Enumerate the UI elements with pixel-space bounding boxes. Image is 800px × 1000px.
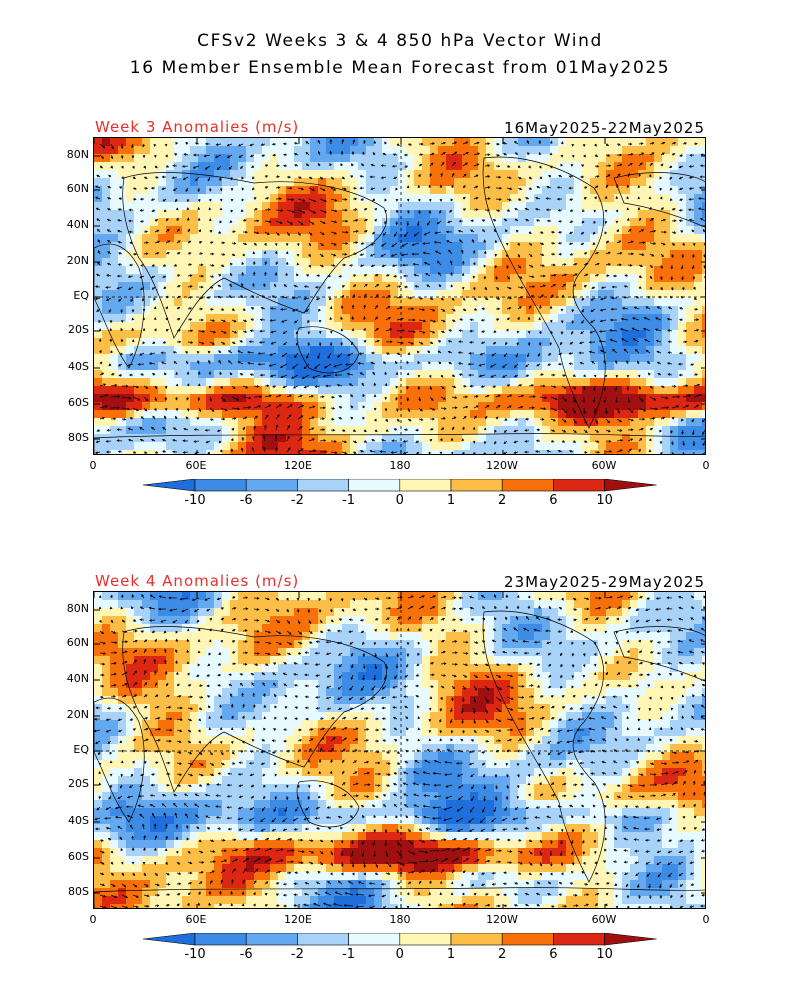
lat-tick-label: 80N [66, 602, 89, 615]
colorbar-segment [450, 479, 503, 492]
lon-tick-label: 60E [185, 913, 207, 926]
lat-tick-label: 40S [68, 360, 89, 373]
lon-tick-label: 180 [389, 459, 411, 472]
lon-tick-label: 60W [591, 913, 617, 926]
colorbar-segment [553, 933, 605, 946]
colorbar-segment [399, 933, 452, 946]
lat-tick-label: 20S [68, 777, 89, 790]
week3-date-range: 16May2025-22May2025 [504, 119, 705, 137]
anomaly-field [94, 592, 705, 908]
lat-tick-label: 60N [66, 636, 89, 649]
colorbar-label: -6 [239, 947, 253, 962]
week4-label: Week 4 Anomalies (m/s) [95, 572, 300, 590]
colorbar-label: 0 [395, 493, 404, 508]
lat-tick-label: 20N [66, 254, 89, 267]
lat-tick-label: 60N [66, 182, 89, 195]
colorbar-label: -1 [342, 947, 356, 962]
lon-tick-label: 120W [486, 913, 518, 926]
week4-date-range: 23May2025-29May2025 [504, 573, 705, 591]
colorbar-label: 2 [498, 493, 507, 508]
lon-tick-label: 180 [389, 913, 411, 926]
colorbar-label: -1 [342, 493, 356, 508]
lat-tick-label: 80S [68, 431, 89, 444]
colorbar-segment [553, 479, 605, 492]
colorbar-label: -2 [290, 947, 304, 962]
lat-tick-label: EQ [73, 289, 89, 302]
colorbar-label: -10 [184, 493, 206, 508]
lat-tick-label: 60S [68, 850, 89, 863]
lat-tick-label: 80S [68, 885, 89, 898]
lat-tick-label: 40N [66, 672, 89, 685]
lat-tick-label: 80N [66, 148, 89, 161]
lon-tick-label: 0 [702, 459, 710, 472]
colorbar-segment [348, 933, 401, 946]
lon-tick-label: 120W [486, 459, 518, 472]
colorbar-label: -6 [239, 493, 253, 508]
anomaly-field [94, 138, 705, 454]
chart-title: CFSv2 Weeks 3 & 4 850 hPa Vector Wind [197, 31, 603, 51]
chart-subtitle: 16 Member Ensemble Mean Forecast from 01… [129, 58, 671, 78]
colorbar-segment [348, 479, 401, 492]
colorbar-segment [297, 933, 349, 946]
week3-label: Week 3 Anomalies (m/s) [95, 118, 300, 136]
colorbar-label: 1 [446, 493, 456, 508]
lat-tick-label: 60S [68, 396, 89, 409]
colorbar-segment [194, 933, 247, 946]
colorbar-segment [297, 479, 349, 492]
colorbar-segment [501, 479, 554, 492]
lat-tick-label: 20S [68, 323, 89, 336]
colorbar-label: 0 [395, 947, 404, 962]
lon-tick-label: 0 [89, 459, 97, 472]
colorbar-segment [245, 479, 298, 492]
colorbar-label: 6 [549, 947, 558, 962]
lon-tick-label: 0 [702, 913, 710, 926]
week4-map [93, 591, 706, 909]
colorbar-label: 1 [446, 947, 456, 962]
colorbar-label: 10 [596, 493, 613, 508]
lat-tick-label: 40N [66, 218, 89, 231]
lon-tick-label: 0 [89, 913, 97, 926]
colorbar-label: 10 [596, 947, 613, 962]
colorbar-label: 2 [498, 947, 507, 962]
lat-tick-label: EQ [73, 743, 89, 756]
week3-map [93, 137, 706, 455]
colorbar-label: -2 [290, 493, 304, 508]
lat-tick-label: 20N [66, 708, 89, 721]
lon-tick-label: 120E [284, 913, 312, 926]
colorbar-segment [450, 933, 503, 946]
colorbar-label: 6 [549, 493, 558, 508]
lat-tick-label: 40S [68, 814, 89, 827]
colorbar-segment [399, 479, 452, 492]
lon-tick-label: 120E [284, 459, 312, 472]
colorbar-segment [501, 933, 554, 946]
colorbar-segment [245, 933, 298, 946]
colorbar-segment [194, 479, 247, 492]
colorbar-label: -10 [184, 947, 206, 962]
lon-tick-label: 60E [185, 459, 207, 472]
lon-tick-label: 60W [591, 459, 617, 472]
